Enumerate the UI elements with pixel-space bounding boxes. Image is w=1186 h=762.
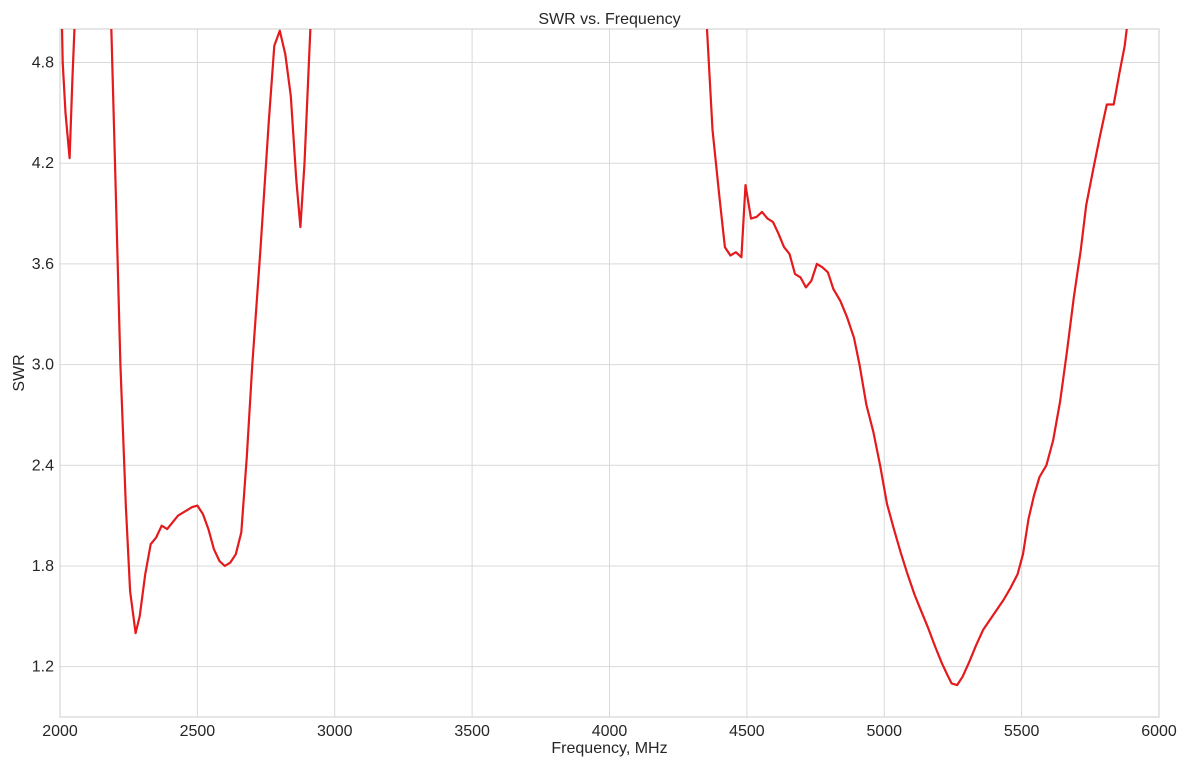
grid (59, 29, 1160, 717)
x-tick-label: 2500 (180, 723, 216, 740)
y-tick-label: 1.8 (32, 558, 54, 575)
chart-title: SWR vs. Frequency (538, 11, 680, 28)
x-tick-label: 6000 (1141, 723, 1177, 740)
x-axis-label: Frequency, MHz (551, 740, 667, 757)
x-tick-label: 4000 (592, 723, 628, 740)
y-tick-label: 4.2 (32, 155, 54, 172)
plot-area (59, 28, 1160, 718)
swr-series-line (60, 29, 76, 160)
y-tick-label: 3.6 (32, 256, 54, 273)
x-axis-ticks: 2000 2500 3000 3500 4000 4500 5000 5500 6000 (42, 723, 1177, 740)
y-tick-label: 2.4 (32, 457, 54, 474)
x-tick-label: 3500 (454, 723, 490, 740)
x-tick-label: 5500 (1004, 723, 1040, 740)
y-axis-label: SWR (11, 354, 28, 391)
y-axis-ticks: 1.2 1.8 2.4 3.0 3.6 4.2 4.8 (32, 55, 54, 676)
y-tick-label: 4.8 (32, 55, 54, 72)
x-tick-label: 5000 (866, 723, 902, 740)
swr-series-line (705, 29, 1128, 687)
y-tick-label: 1.2 (32, 659, 54, 676)
x-tick-label: 4500 (729, 723, 765, 740)
series-line-group (60, 29, 1128, 687)
swr-series-line (110, 29, 312, 635)
x-tick-label: 3000 (317, 723, 353, 740)
x-tick-label: 2000 (42, 723, 78, 740)
y-tick-label: 3.0 (32, 357, 54, 374)
